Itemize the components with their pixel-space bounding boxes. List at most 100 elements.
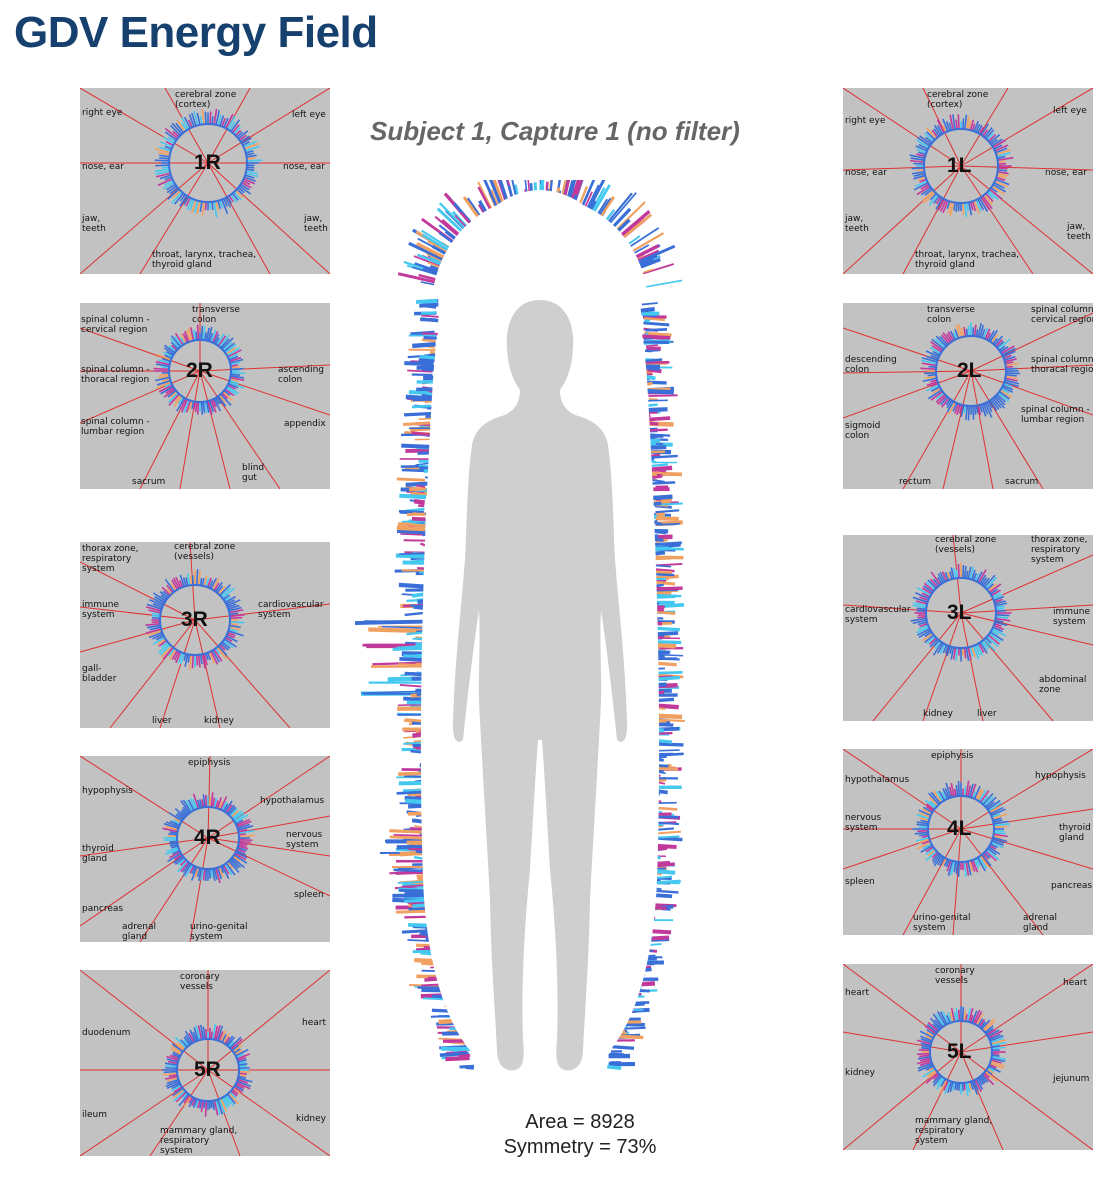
sector-line [960, 1051, 1093, 1150]
sector-line [189, 837, 209, 942]
sector-line [80, 606, 196, 621]
sector-line [843, 165, 962, 274]
glow-ring [916, 1006, 1007, 1097]
stats-block: Area = 8928 Symmetry = 73% [470, 1110, 690, 1160]
sector-line [80, 756, 209, 839]
sector-label: kidney [204, 716, 234, 726]
sector-panel-1r: 1R cerebral zone (cortex) right eye left ey… [80, 88, 330, 274]
sector-line [80, 561, 196, 621]
sector-label: ascending colon [278, 365, 325, 385]
sector-label: liver [977, 709, 997, 719]
sector-label: coronary vessels [935, 966, 975, 986]
sector-label: heart [302, 1018, 326, 1028]
body-silhouette [452, 300, 628, 1071]
sector-line [199, 364, 330, 372]
sector-line [207, 162, 330, 274]
sector-label: gall- bladder [82, 664, 117, 684]
panel-code: 3R [181, 608, 208, 631]
sector-label: hypophysis [82, 786, 133, 796]
sector-line [199, 370, 281, 489]
sector-line [960, 165, 1093, 171]
glow-ring [910, 562, 1012, 662]
sector-line [80, 162, 209, 274]
sector-line [207, 88, 330, 164]
sector-line [843, 1051, 962, 1150]
sector-label: adrenal gland [122, 922, 156, 942]
sector-label: urino-genital system [190, 922, 248, 942]
sector-line [207, 162, 271, 274]
sector-line [149, 1069, 209, 1156]
panel-code: 2L [957, 359, 982, 382]
sector-label: kidney [845, 1068, 875, 1078]
glow-ring [912, 780, 1010, 877]
sector-label: heart [845, 988, 869, 998]
sector-line [960, 1051, 1004, 1150]
sector-label: transverse colon [927, 305, 975, 325]
panel-code: 5L [947, 1040, 972, 1063]
page-title: GDV Energy Field [14, 8, 378, 57]
sector-label: throat, larynx, trachea, thyroid gland [152, 250, 257, 270]
sector-label: urino-genital system [913, 913, 971, 933]
glow-ring [909, 114, 1014, 217]
sector-panel-2l: 2L transverse colon spinal column - cervic… [843, 303, 1093, 489]
sector-line [199, 370, 330, 416]
sector-line [194, 619, 221, 728]
sector-line [199, 370, 231, 489]
sector-line [207, 1069, 330, 1156]
sector-line [960, 165, 1093, 274]
sector-label: spinal column - cervical region [81, 315, 150, 335]
sector-label: hypophysis [1035, 771, 1086, 781]
sector-label: spinal column - lumbar region [81, 417, 150, 437]
sector-lines [843, 312, 1093, 489]
sector-line [843, 370, 972, 419]
sector-lines [843, 88, 1093, 274]
sector-label: jejunum [1053, 1074, 1090, 1084]
sector-label: kidney [923, 709, 953, 719]
sector-line [942, 370, 972, 489]
sector-label: spinal column - cervical region [1031, 305, 1093, 325]
sector-line [922, 612, 962, 721]
sector-line [194, 603, 330, 621]
sector-label: jaw, teeth [845, 214, 869, 234]
sector-line [902, 370, 972, 489]
sector-line [80, 837, 209, 927]
sector-label: coccyx, pelvis minor zone [180, 487, 260, 489]
sector-label: cerebral zone (vessels) [935, 535, 997, 555]
sector-line [970, 364, 1093, 372]
sector-line [843, 1031, 962, 1053]
sector-label: cerebral zone (cortex) [175, 90, 237, 110]
area-value: Area = 8928 [525, 1111, 635, 1133]
sector-line [80, 327, 201, 372]
sector-line [902, 828, 962, 935]
sector-label: pancreas [82, 904, 124, 914]
sector-line [207, 837, 330, 897]
sector-line [960, 828, 1093, 870]
sector-label: descending colon [845, 355, 897, 375]
sector-label: nervous system [286, 830, 323, 850]
sector-lines [80, 88, 330, 274]
sector-label: sigmoid colon [845, 421, 881, 441]
sector-label: coronary vessels [180, 972, 220, 992]
sector-label: spleen [845, 877, 875, 887]
panel-code: 4L [947, 817, 972, 840]
sector-line [970, 370, 1044, 489]
sector-label: abdominal zone [1039, 675, 1087, 695]
panel-code: 3L [947, 601, 972, 624]
sector-label: spinal column - lumbar region [1021, 405, 1090, 425]
panel-code: 1L [947, 154, 972, 177]
sector-label: right eye [82, 108, 123, 118]
sector-panel-5r: 5R coronary vessels duodenum heart ileum kidn… [80, 970, 330, 1156]
sector-line [80, 370, 201, 424]
sector-panel-3r: 3R cerebral zone (vessels) thorax zone, re… [80, 542, 330, 728]
sector-lines [843, 964, 1093, 1150]
sector-label: cerebral zone (vessels) [174, 542, 236, 562]
sector-label: mammary gland, respiratory system [915, 1116, 993, 1146]
sector-panel-4l: 4L epiphysis hypothalamus hypophysis nervous… [843, 749, 1093, 935]
sector-panel-1l: 1L cerebral zone (cortex) right eye left ey… [843, 88, 1093, 274]
sector-line [960, 612, 984, 721]
sector-line [902, 165, 962, 274]
sector-line [843, 327, 972, 372]
sector-panel-5l: 5L coronary vessels heart heart kidney jejunu… [843, 964, 1093, 1150]
body-aura-image [355, 180, 685, 1075]
sector-line [207, 756, 211, 839]
